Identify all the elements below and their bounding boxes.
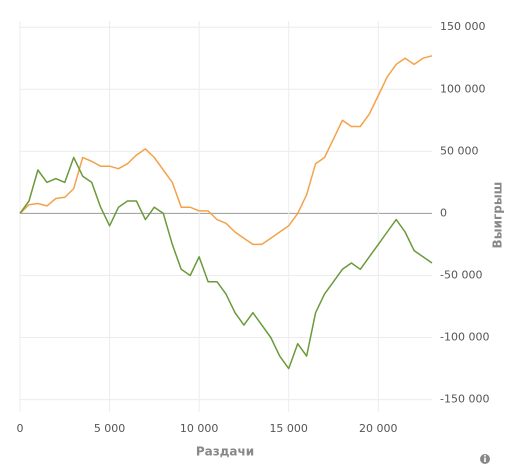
info-icon[interactable] <box>480 454 490 464</box>
y-axis-label: Выигрыш <box>491 182 505 249</box>
x-tick-label: 20 000 <box>359 422 398 435</box>
series-line <box>19 156 433 370</box>
y-tick-label: 150 000 <box>440 20 486 33</box>
y-tick-label: -100 000 <box>440 331 489 344</box>
x-tick-label: 5 000 <box>94 422 126 435</box>
y-tick-label: -50 000 <box>440 268 482 281</box>
y-tick-label: 50 000 <box>440 144 479 157</box>
y-tick-label: -150 000 <box>440 393 489 406</box>
x-tick-label: 10 000 <box>180 422 219 435</box>
y-tick-label: 100 000 <box>440 82 486 95</box>
x-axis-label: Раздачи <box>196 445 254 459</box>
x-tick-label: 15 000 <box>269 422 308 435</box>
series-line <box>19 55 433 246</box>
y-tick-label: 0 <box>440 206 447 219</box>
x-tick-label: 0 <box>17 422 24 435</box>
